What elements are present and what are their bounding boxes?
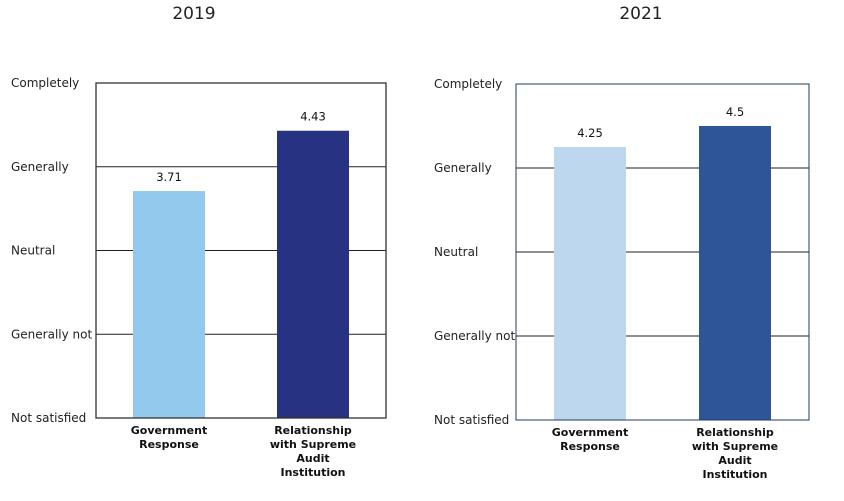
bar-relationship-with-sai <box>277 130 349 419</box>
x-tick-label: Relationship with Supreme Audit Institution <box>270 424 356 479</box>
plot-frame <box>515 83 810 421</box>
chart-2021: 2021 4.25 4.5 Not satisfied Generally not Neu… <box>434 4 810 481</box>
plot-frame <box>95 82 387 419</box>
y-tick-label: Generally not <box>11 327 92 341</box>
x-tick-label: Government Response <box>131 424 207 451</box>
bar-government-response <box>133 191 205 418</box>
y-tick-label: Completely <box>434 77 502 91</box>
y-tick-label: Generally not <box>434 329 515 343</box>
chart-title: 2019 <box>172 4 215 24</box>
y-tick-label: Generally <box>11 160 69 174</box>
data-label: 4.25 <box>577 126 603 140</box>
y-tick-label: Neutral <box>434 245 478 259</box>
y-tick-label: Neutral <box>11 244 55 258</box>
data-label: 3.71 <box>156 170 182 184</box>
bar-relationship-with-sai <box>699 126 771 420</box>
y-tick-label: Not satisfied <box>11 411 86 425</box>
y-tick-label: Completely <box>11 76 79 90</box>
data-label: 4.43 <box>300 110 326 124</box>
y-tick-label: Generally <box>434 161 492 175</box>
chart-2019: 2019 3.71 4.43 Not satisfied Generally not Ne… <box>11 4 387 479</box>
bar-government-response <box>554 147 626 420</box>
data-label: 4.5 <box>726 105 744 119</box>
chart-title: 2021 <box>619 4 662 24</box>
x-tick-label: Relationship with Supreme Audit Institution <box>692 426 778 481</box>
x-tick-label: Government Response <box>552 426 628 453</box>
y-tick-label: Not satisfied <box>434 413 509 427</box>
